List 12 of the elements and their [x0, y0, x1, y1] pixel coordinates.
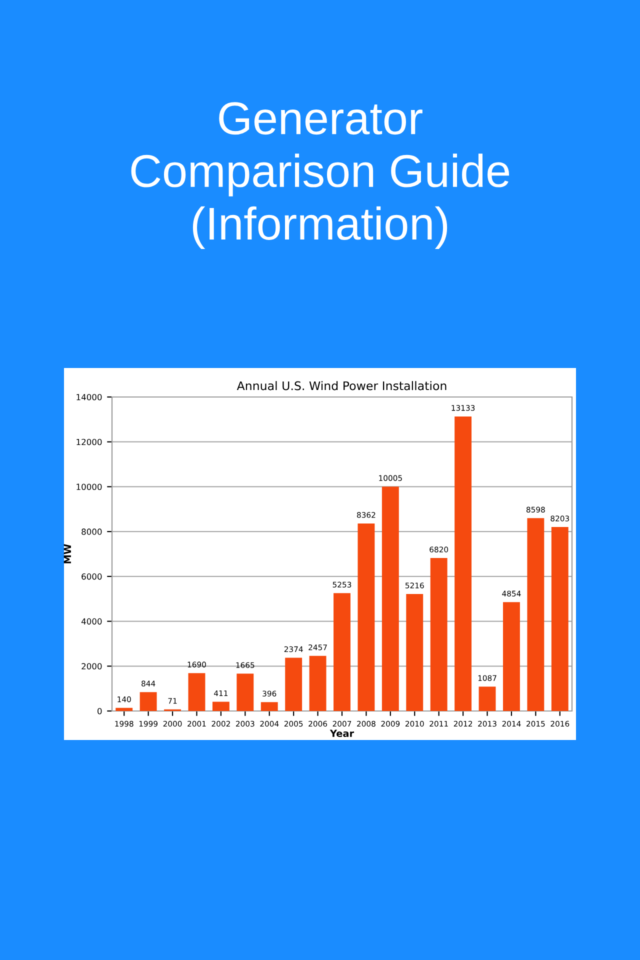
- y-tick-label: 6000: [82, 573, 102, 580]
- chart-subtitle: Annual U.S. Wind Power Installation: [236, 381, 446, 390]
- y-axis-title: MW: [64, 544, 71, 564]
- y-tick-label: 14000: [76, 394, 102, 400]
- y-tick-label: 12000: [76, 438, 102, 446]
- chart-title: Generator Comparison Guide (Information): [131, 102, 510, 250]
- y-tick-label: 0: [98, 708, 102, 714]
- y-tick-label: 10000: [76, 484, 102, 490]
- x-axis-title: Year: [330, 730, 354, 738]
- y-tick-label: 2000: [82, 663, 102, 670]
- y-tick-label: 8000: [82, 528, 102, 535]
- y-tick-label: 4000: [81, 618, 102, 625]
